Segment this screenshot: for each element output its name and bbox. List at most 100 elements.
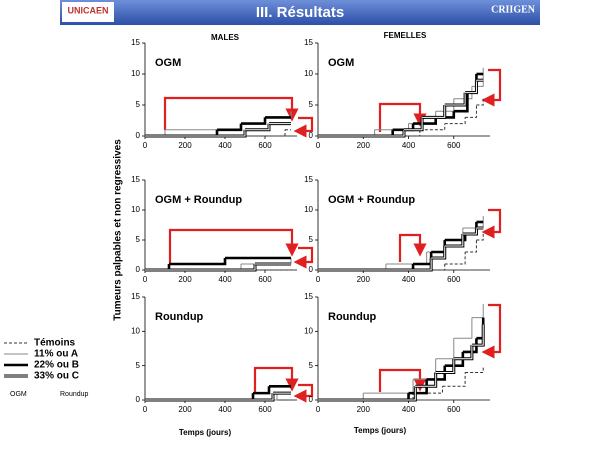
legend-label: 22% ou B — [34, 360, 79, 371]
panel-title: OGM + Roundup — [328, 194, 415, 206]
step-line — [435, 358, 455, 374]
x-tick-label: 600 — [447, 141, 461, 150]
y-axis-label: Tumeurs palpables et non regressives — [113, 139, 124, 321]
step-line — [465, 365, 484, 374]
x-axis-label: Temps (jours) — [354, 426, 407, 435]
y-tick-label: 5 — [136, 361, 141, 370]
step-line — [413, 117, 437, 125]
panel-title: Roundup — [155, 311, 204, 323]
x-tick-label: 400 — [218, 275, 232, 284]
step-line — [318, 258, 432, 271]
step-line — [444, 92, 466, 106]
step-line — [465, 105, 477, 118]
step-line — [435, 338, 455, 360]
step-line — [426, 365, 447, 381]
step-line — [145, 393, 274, 401]
step-line — [462, 228, 478, 236]
arrow — [168, 228, 299, 265]
step-line — [415, 372, 437, 387]
x-tick-label: 400 — [218, 141, 232, 150]
x-tick-label: 400 — [402, 141, 416, 150]
y-tick-label: 10 — [304, 326, 313, 335]
x-tick-label: 600 — [258, 141, 272, 150]
step-line — [253, 386, 271, 395]
step-line — [404, 117, 423, 131]
y-tick-label: 5 — [309, 100, 314, 109]
panel-title: OGM — [155, 57, 181, 69]
step-line — [318, 129, 421, 137]
y-tick-label: 0 — [136, 265, 141, 274]
x-tick-label: 0 — [316, 405, 321, 414]
y-tick-label: 10 — [131, 326, 140, 335]
x-tick-label: 400 — [218, 405, 232, 414]
arrow — [481, 208, 502, 239]
y-tick-label: 0 — [309, 395, 314, 404]
step-line — [465, 80, 477, 94]
logo-left-box — [62, 2, 114, 22]
step-line — [476, 234, 484, 241]
column-title: MALES — [211, 33, 240, 42]
column-title: FEMELLES — [384, 31, 427, 40]
y-tick-label: 15 — [304, 292, 313, 301]
step-line — [145, 129, 246, 137]
x-tick-label: 0 — [143, 141, 148, 150]
step-line — [169, 258, 227, 266]
arrow — [163, 96, 299, 130]
step-line — [245, 123, 270, 131]
step-line — [444, 351, 465, 367]
step-line — [318, 129, 405, 137]
header-bar — [60, 0, 540, 25]
y-tick-label: 0 — [136, 395, 141, 404]
x-tick-label: 600 — [447, 405, 461, 414]
step-line — [453, 345, 473, 360]
x-tick-label: 200 — [357, 141, 371, 150]
logo-left: UNICAEN — [67, 5, 108, 15]
arrow — [293, 116, 314, 138]
step-line — [431, 246, 446, 259]
panel-title: Roundup — [328, 311, 377, 323]
slide-title: III. Résultats — [256, 4, 344, 21]
y-tick-label: 0 — [309, 265, 314, 274]
step-line — [465, 240, 477, 253]
step-line — [145, 264, 256, 271]
step-line — [462, 228, 477, 235]
y-tick-label: 5 — [309, 361, 314, 370]
x-tick-label: 200 — [178, 405, 192, 414]
y-tick-label: 15 — [131, 38, 140, 47]
arrow — [481, 68, 502, 107]
legend-footer: OGM — [10, 391, 27, 398]
panel-title: OGM — [328, 57, 354, 69]
step-line — [471, 324, 484, 346]
x-tick-label: 0 — [143, 275, 148, 284]
step-line — [444, 228, 464, 241]
x-tick-label: 0 — [316, 141, 321, 150]
panel-title: OGM + Roundup — [155, 194, 242, 206]
y-tick-label: 15 — [304, 38, 313, 47]
legend-label: 33% ou C — [34, 371, 79, 382]
step-line — [462, 216, 484, 229]
annotations — [163, 68, 502, 403]
step-line — [444, 234, 464, 247]
logo-right: CRIIGEN — [491, 4, 536, 15]
step-line — [426, 240, 446, 253]
step-line — [453, 86, 473, 100]
y-tick-label: 5 — [309, 235, 314, 244]
arrow — [378, 368, 427, 392]
y-tick-label: 5 — [136, 100, 141, 109]
legend-label: 11% ou A — [34, 349, 78, 360]
step-line — [431, 240, 447, 254]
arrow — [398, 233, 427, 262]
step-line — [318, 386, 416, 401]
legend-footer: Roundup — [60, 391, 89, 398]
x-tick-label: 600 — [258, 275, 272, 284]
y-tick-label: 10 — [131, 69, 140, 78]
step-line — [413, 252, 433, 266]
y-tick-label: 15 — [131, 292, 140, 301]
x-tick-label: 400 — [402, 275, 416, 284]
arrow — [293, 246, 314, 269]
step-line — [318, 129, 406, 138]
y-tick-label: 10 — [304, 205, 313, 214]
x-tick-label: 200 — [178, 141, 192, 150]
y-tick-label: 10 — [304, 69, 313, 78]
